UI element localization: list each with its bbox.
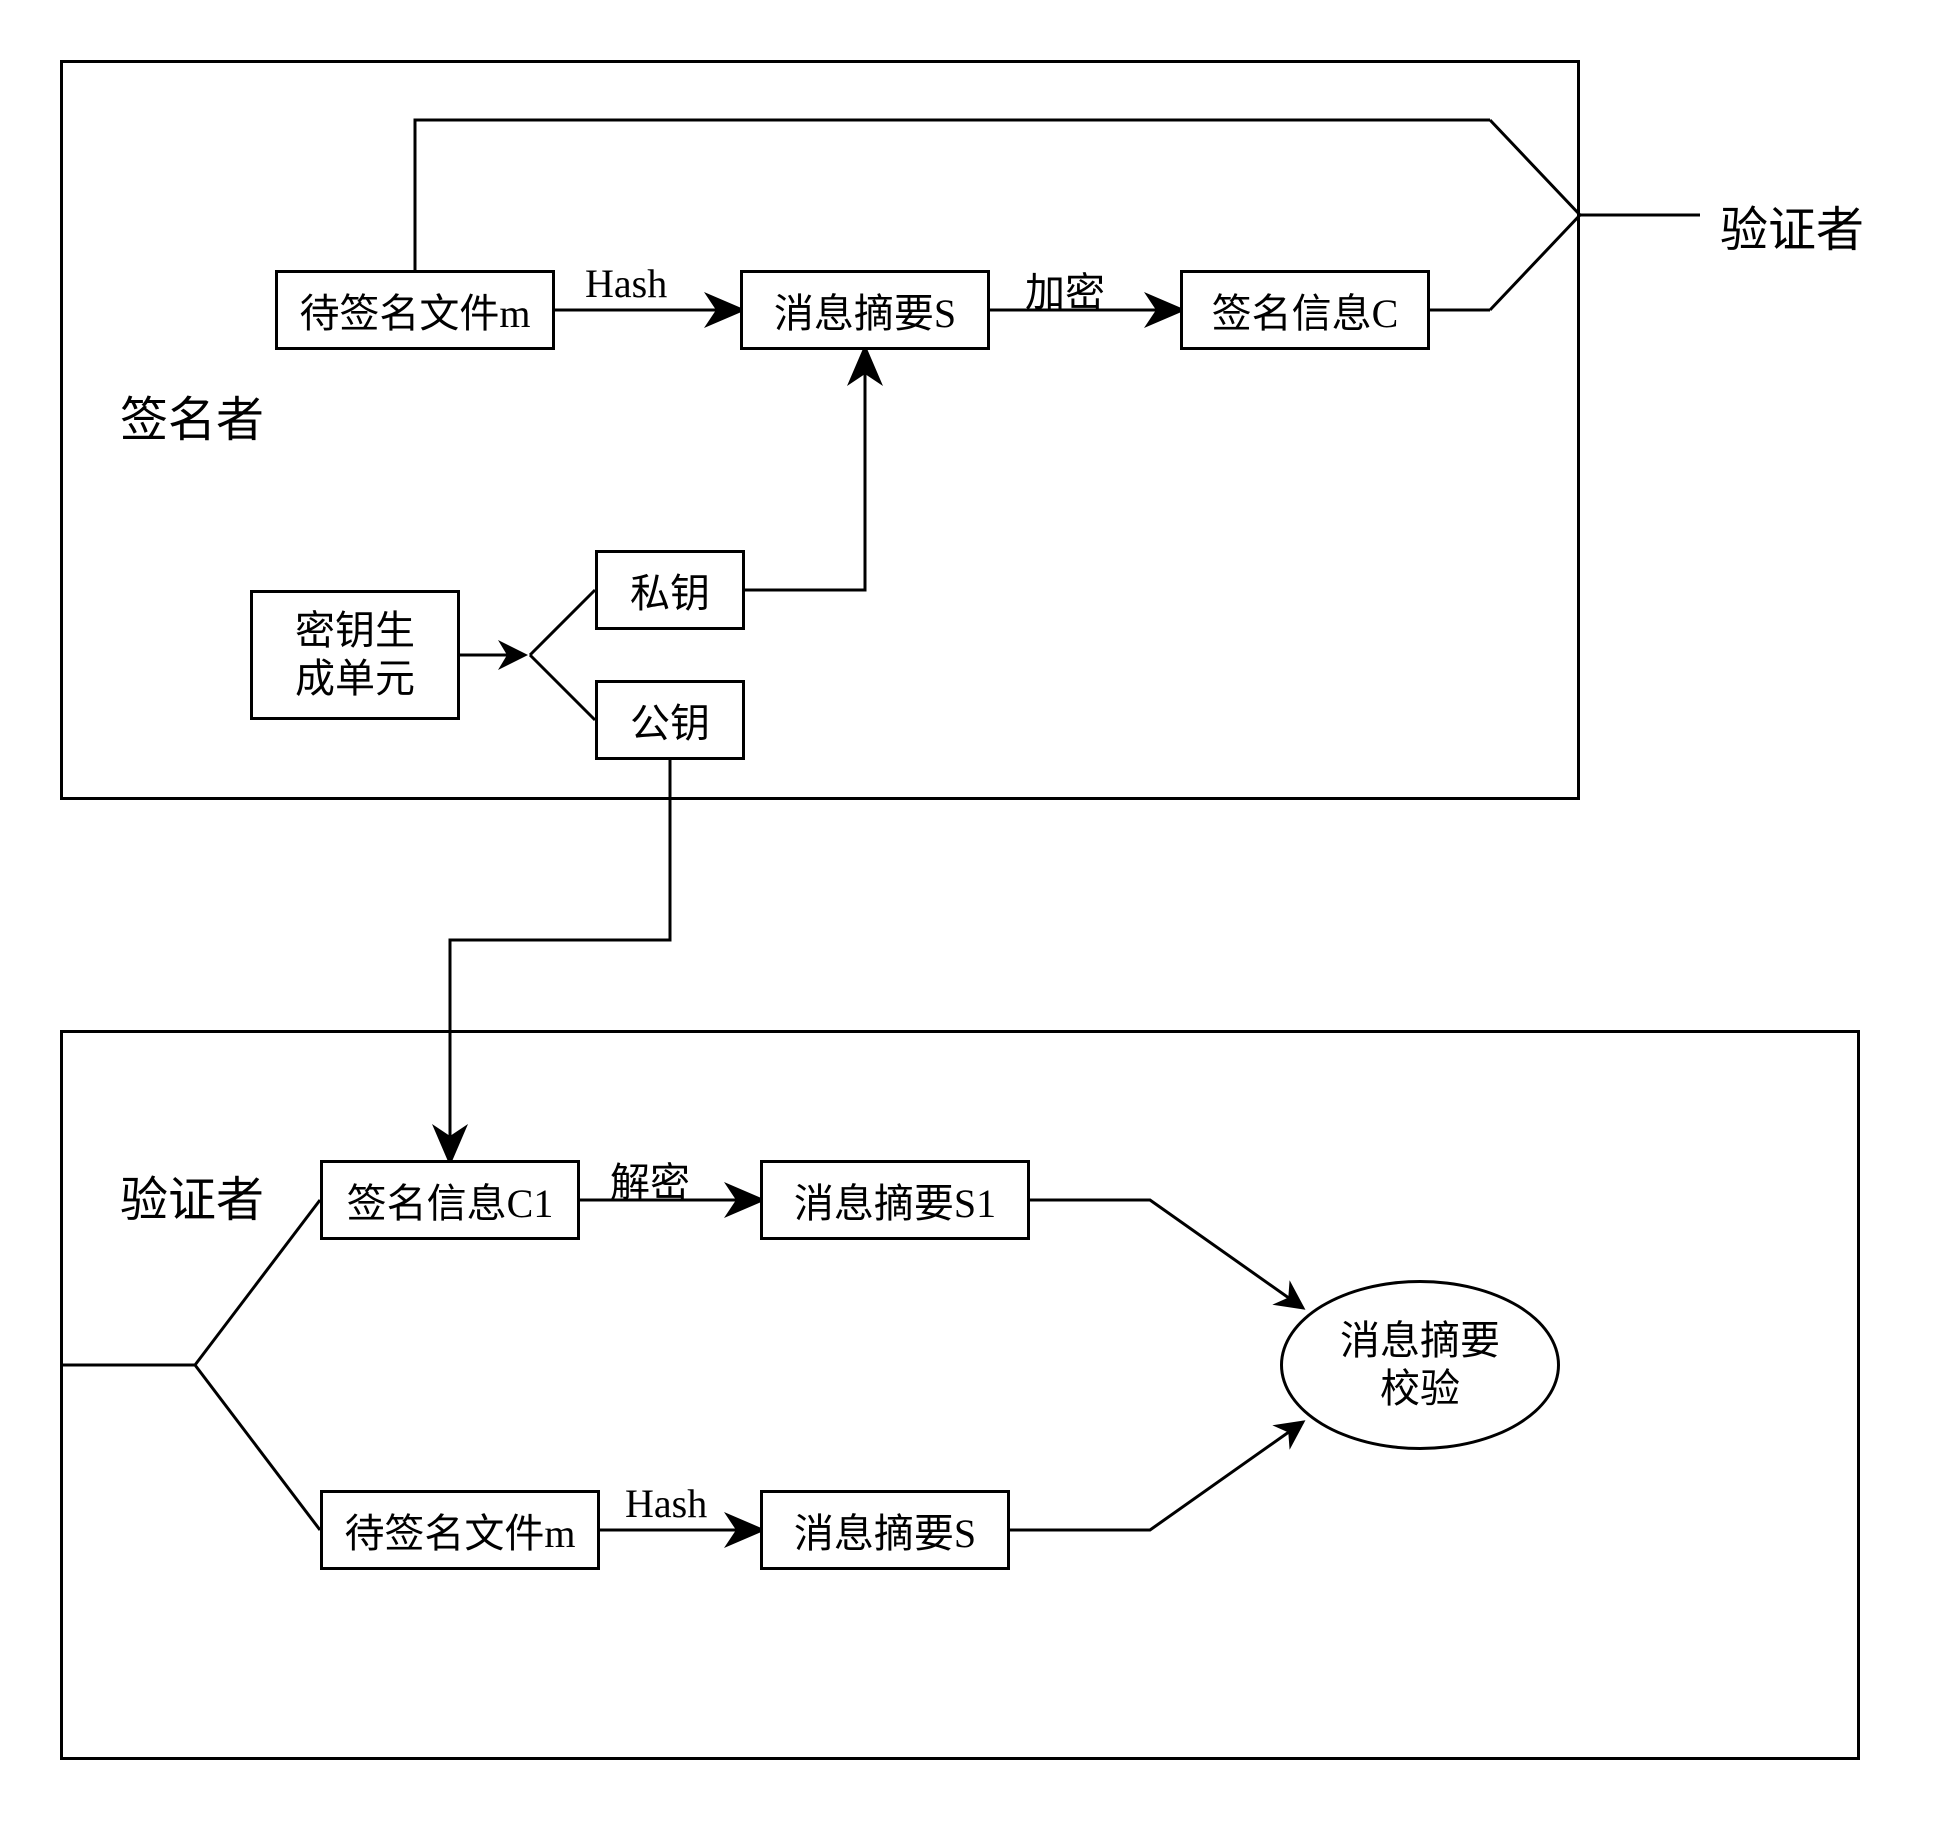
node-keygen: 密钥生 成单元	[250, 590, 460, 720]
node-file-m2: 待签名文件m	[320, 1490, 600, 1570]
verifier-container	[60, 1030, 1860, 1760]
diagram-canvas: 签名者 验证者	[20, 20, 1938, 1805]
node-verify-ellipse: 消息摘要 校验	[1280, 1280, 1560, 1450]
node-digest-s2: 消息摘要S	[760, 1490, 1010, 1570]
edge-label-hash1: Hash	[585, 260, 667, 307]
edge-label-decrypt: 解密	[610, 1150, 690, 1208]
node-private-key: 私钥	[595, 550, 745, 630]
node-sig-c: 签名信息C	[1180, 270, 1430, 350]
node-public-key: 公钥	[595, 680, 745, 760]
edge-label-hash2: Hash	[625, 1480, 707, 1527]
node-sig-c1: 签名信息C1	[320, 1160, 580, 1240]
edge-label-encrypt: 加密	[1025, 260, 1105, 318]
node-file-m: 待签名文件m	[275, 270, 555, 350]
verifier-container-label: 验证者	[120, 1160, 264, 1230]
signer-label: 签名者	[120, 380, 264, 450]
node-digest-s1: 消息摘要S1	[760, 1160, 1030, 1240]
node-digest-s: 消息摘要S	[740, 270, 990, 350]
verifier-external-label: 验证者	[1720, 190, 1864, 260]
